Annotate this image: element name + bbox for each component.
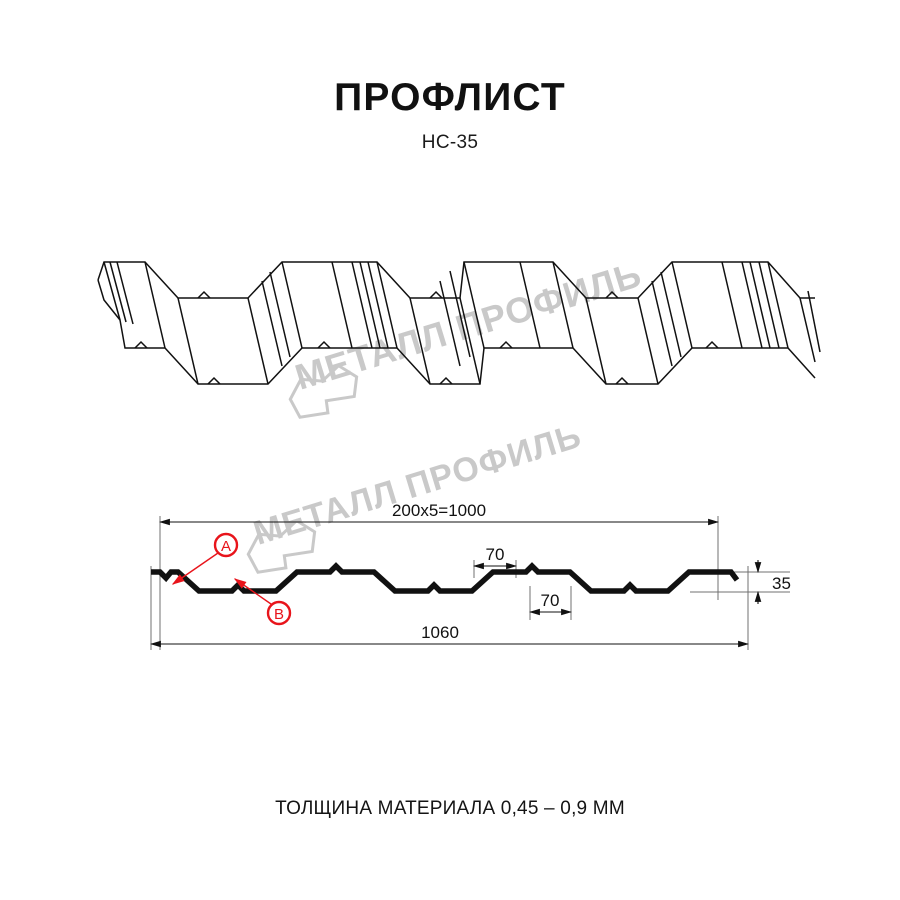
callout-a-leader bbox=[171, 552, 219, 585]
callout-a-label: A bbox=[221, 538, 231, 555]
dimension-text-top-flange: 70 bbox=[486, 545, 505, 564]
dimension-lines bbox=[149, 518, 762, 648]
crest-notches bbox=[197, 290, 619, 299]
dimension-text-overall-width: 1060 bbox=[421, 623, 459, 642]
page-title: ПРОФЛИСТ bbox=[334, 76, 566, 119]
callout-a-circle[interactable] bbox=[213, 532, 239, 558]
profile-section-path bbox=[151, 562, 740, 594]
metall-profil-logo-icon bbox=[288, 363, 359, 419]
watermark-bottom bbox=[246, 518, 317, 574]
callout-a[interactable]: A bbox=[171, 532, 239, 585]
title-block: ПРОФЛИСТ НС-35 bbox=[0, 78, 900, 152]
metall-profil-logo-icon bbox=[246, 518, 317, 574]
material-thickness-note: ТОЛЩИНА МАТЕРИАЛА 0,45 – 0,9 ММ bbox=[275, 798, 625, 819]
sheet-top-edge bbox=[97, 261, 815, 299]
rib-fold-lines bbox=[103, 261, 821, 385]
callout-b-leader bbox=[233, 578, 272, 605]
dimension-text-profile-height: 35 bbox=[772, 574, 791, 593]
extension-lines bbox=[150, 516, 790, 650]
dimension-text-overall-pitch: 200x5=1000 bbox=[392, 501, 486, 520]
dimension-text-bottom-flange: 70 bbox=[541, 591, 560, 610]
watermark-top bbox=[288, 363, 359, 419]
callout-b[interactable]: B bbox=[233, 578, 292, 626]
product-model: НС-35 bbox=[421, 132, 479, 153]
callout-b-label: B bbox=[274, 606, 284, 623]
valley-notches bbox=[134, 340, 719, 385]
callout-b-circle[interactable] bbox=[266, 600, 292, 626]
